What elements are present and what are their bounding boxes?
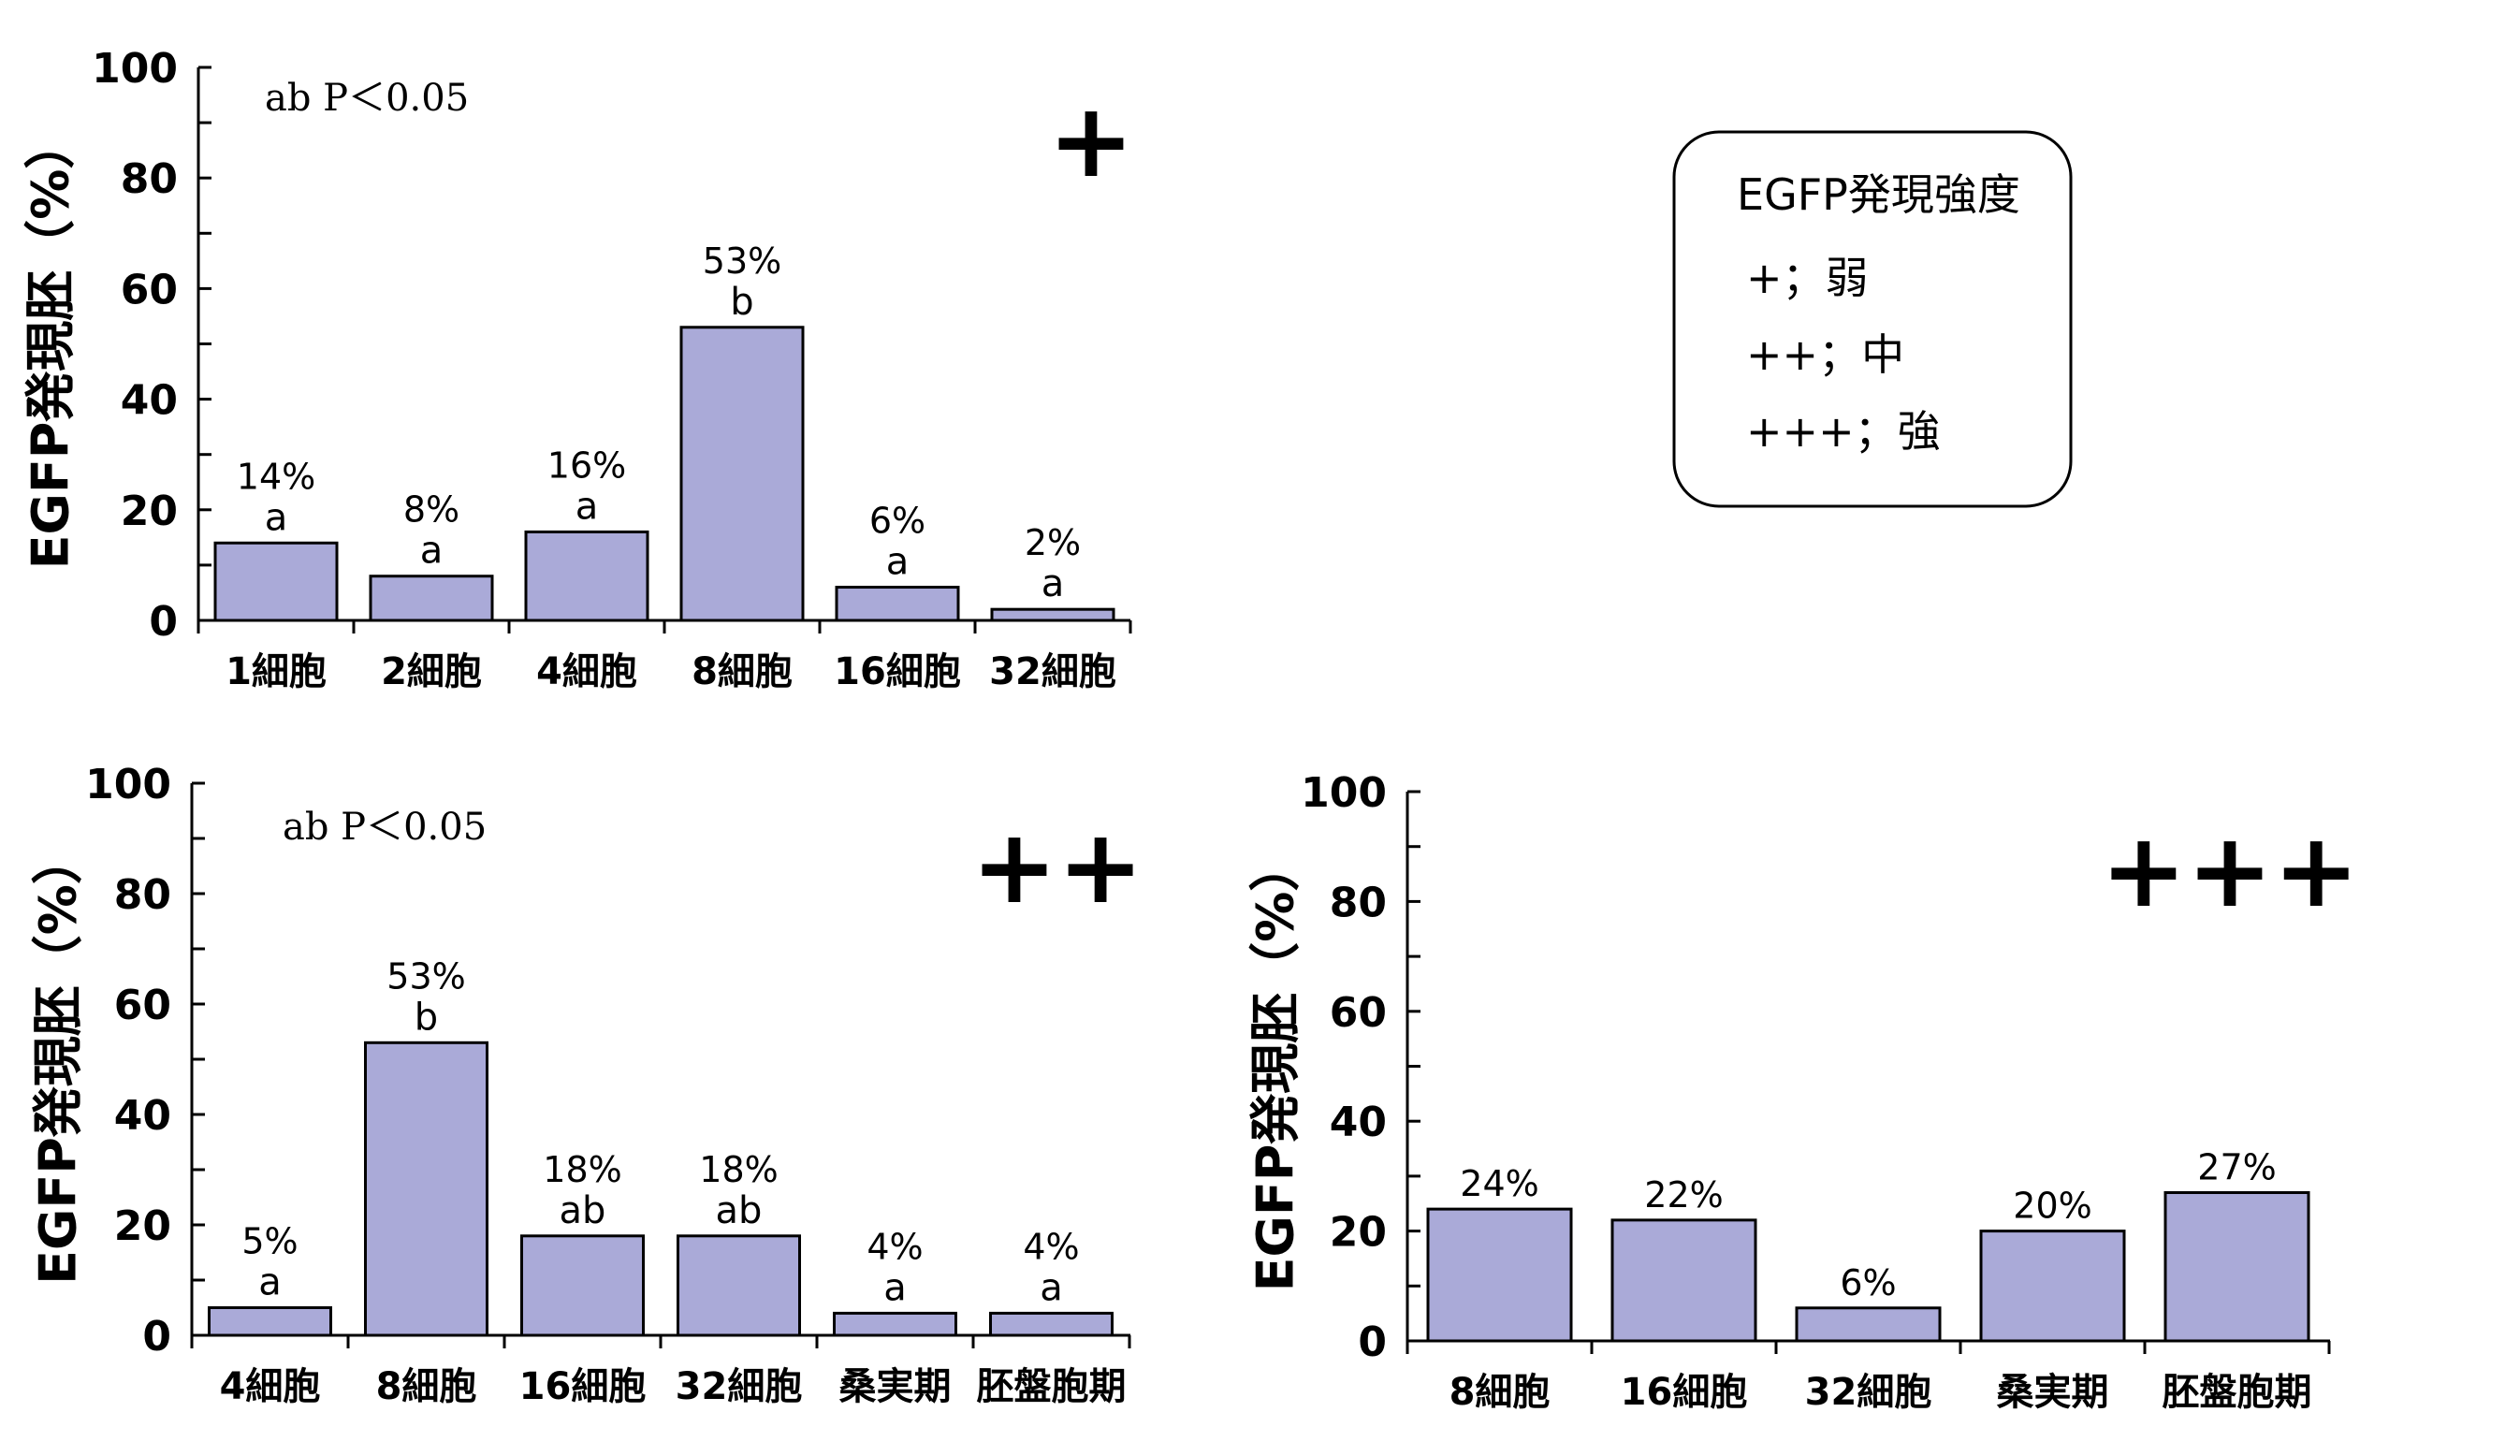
- significance-label: a: [886, 541, 910, 584]
- y-axis-label: EGFP発現胚（%）: [1246, 841, 1305, 1292]
- category-label: 胚盤胞期: [977, 1365, 1127, 1408]
- bar: [1795, 1306, 1942, 1343]
- category-label: 32細胞: [676, 1365, 803, 1408]
- data-label: 4%: [867, 1226, 923, 1267]
- significance-label: ab: [716, 1189, 763, 1232]
- significance-label: a: [1042, 562, 1065, 605]
- significance-label: a: [883, 1266, 907, 1309]
- significance-label: a: [420, 530, 444, 573]
- category-label: 2細胞: [381, 650, 482, 693]
- data-label: 4%: [1023, 1226, 1079, 1267]
- data-label: 20%: [2013, 1186, 2091, 1227]
- y-tick-label: 60: [121, 266, 178, 313]
- data-label: 14%: [237, 456, 315, 497]
- significance-label: a: [575, 485, 599, 528]
- bar: [835, 586, 960, 622]
- category-label: 桑実期: [1997, 1371, 2109, 1414]
- category-label: 胚盤胞期: [2163, 1371, 2312, 1414]
- category-label: 16細胞: [519, 1365, 647, 1408]
- significance-label: a: [265, 496, 288, 539]
- bar: [677, 1234, 801, 1337]
- bar: [364, 1041, 488, 1337]
- legend: EGFP発現強度 +；弱 ++；中 +++；強: [1672, 130, 2073, 508]
- significance-label: b: [730, 281, 753, 324]
- data-label: 16%: [547, 444, 626, 486]
- significance-label: ab: [560, 1189, 606, 1232]
- bar: [520, 1234, 645, 1337]
- data-label: 18%: [543, 1149, 621, 1190]
- y-tick-label: 40: [114, 1092, 171, 1140]
- bar: [2163, 1191, 2310, 1343]
- y-tick-label: 0: [149, 598, 178, 646]
- category-label: 8細胞: [376, 1365, 477, 1408]
- panel-mark: ++: [971, 807, 1143, 926]
- category-label: 32細胞: [1805, 1371, 1932, 1414]
- category-label: 4細胞: [220, 1365, 321, 1408]
- significance-note: ab P＜0.05: [265, 77, 469, 120]
- chart-triple-plus: 0 20 40 60 80 100 EGFP発現胚（%） 24% 8細胞 22% 16細胞 6% 32細…: [1246, 769, 2360, 1414]
- y-tick-label: 80: [1330, 879, 1387, 926]
- panel-mark: +++: [2101, 810, 2360, 930]
- bar: [833, 1311, 957, 1337]
- bar: [1979, 1230, 2126, 1343]
- y-tick-label: 40: [121, 377, 178, 425]
- y-tick-label: 20: [114, 1202, 171, 1250]
- y-tick-label: 80: [121, 155, 178, 203]
- significance-label: a: [1040, 1266, 1063, 1309]
- data-label: 8%: [403, 489, 459, 531]
- data-label: 6%: [1840, 1262, 1896, 1303]
- bar: [369, 575, 494, 622]
- legend-title: EGFP発現強度: [1737, 169, 2020, 220]
- category-label: 桑実期: [839, 1365, 952, 1408]
- significance-label: a: [258, 1261, 282, 1304]
- bar: [524, 530, 649, 622]
- category-label: 1細胞: [226, 650, 327, 693]
- y-axis-label: EGFP発現胚（%）: [22, 119, 80, 570]
- bar: [679, 326, 805, 622]
- category-label: 16細胞: [1621, 1371, 1748, 1414]
- y-axis-label: EGFP発現胚（%）: [29, 834, 88, 1285]
- panel-mark: +: [1048, 80, 1134, 200]
- bar: [213, 541, 339, 622]
- data-label: 18%: [699, 1149, 778, 1190]
- bar: [1610, 1218, 1757, 1343]
- significance-label: b: [415, 996, 438, 1039]
- y-tick-label: 100: [85, 761, 171, 808]
- data-label: 22%: [1644, 1174, 1723, 1216]
- legend-box: [1672, 130, 2073, 508]
- category-label: 8細胞: [692, 650, 793, 693]
- y-tick-label: 60: [1330, 989, 1387, 1037]
- data-label: 27%: [2197, 1147, 2276, 1188]
- data-label: 2%: [1025, 522, 1081, 563]
- legend-item-medium: ++；中: [1746, 329, 1904, 380]
- category-label: 16細胞: [834, 650, 961, 693]
- y-tick-label: 100: [1301, 769, 1387, 817]
- y-tick-label: 0: [142, 1313, 171, 1361]
- bar: [1426, 1207, 1573, 1343]
- legend-item-strong: +++；強: [1746, 406, 1941, 457]
- y-tick-label: 40: [1330, 1099, 1387, 1146]
- y-tick-label: 20: [121, 488, 178, 535]
- data-label: 24%: [1460, 1163, 1538, 1204]
- bar: [990, 607, 1115, 622]
- y-tick-label: 80: [114, 871, 171, 919]
- data-label: 6%: [869, 501, 925, 542]
- y-tick-label: 0: [1358, 1318, 1387, 1366]
- significance-note: ab P＜0.05: [283, 806, 487, 849]
- y-tick-label: 100: [92, 45, 178, 93]
- y-tick-label: 20: [1330, 1209, 1387, 1257]
- category-label: 32細胞: [989, 650, 1116, 693]
- data-label: 53%: [386, 955, 465, 997]
- category-label: 4細胞: [536, 650, 637, 693]
- legend-item-weak: +；弱: [1746, 253, 1869, 303]
- bar: [989, 1311, 1114, 1337]
- y-tick-label: 60: [114, 982, 171, 1029]
- bar: [208, 1306, 332, 1337]
- data-label: 53%: [703, 240, 781, 282]
- data-label: 5%: [241, 1221, 298, 1262]
- category-label: 8細胞: [1449, 1371, 1551, 1414]
